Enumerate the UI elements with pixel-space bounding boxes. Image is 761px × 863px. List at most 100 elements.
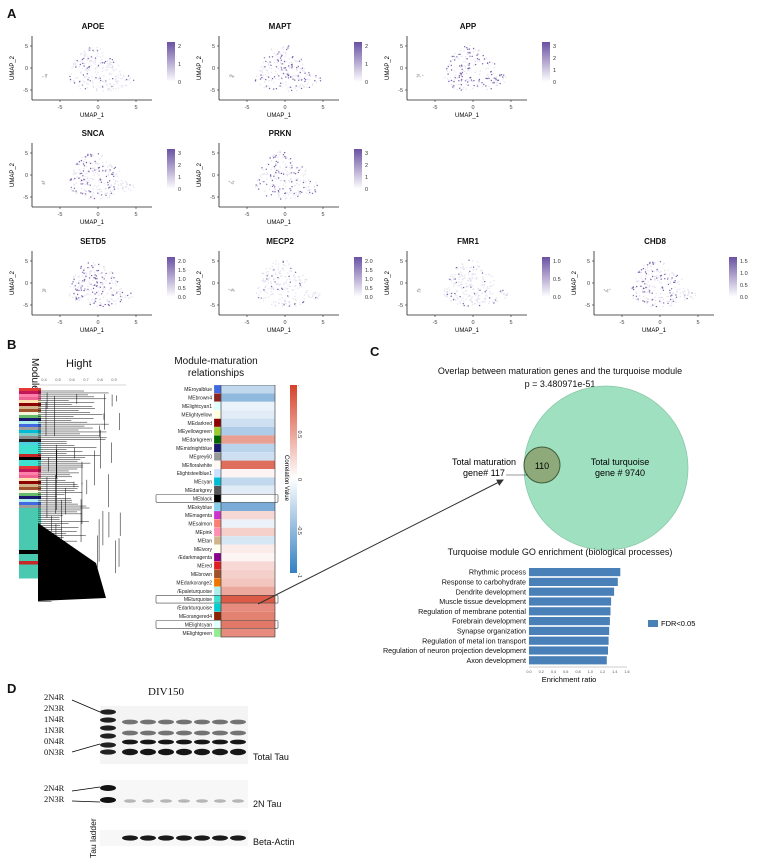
svg-text:2: 2 — [178, 163, 181, 169]
svg-text:0.8: 0.8 — [575, 670, 580, 674]
svg-text:MEmidnightblue: MEmidnightblue — [176, 446, 212, 452]
go-bar — [529, 587, 615, 596]
svg-text:UMAP_1: UMAP_1 — [267, 328, 292, 334]
svg-text:0: 0 — [178, 187, 181, 193]
svg-text:-5: -5 — [210, 195, 215, 201]
module-color-column: Module — [8, 358, 48, 598]
svg-text:0: 0 — [365, 187, 368, 193]
svg-text:5: 5 — [25, 44, 28, 50]
umap-scatter: 5 0 -5 -5 0 5 UMAP_1 UMAP_2 — [385, 251, 527, 334]
svg-text:1: 1 — [178, 62, 181, 68]
overlap-count: 110 — [535, 461, 549, 471]
go-bar — [529, 607, 611, 616]
gene-title: CHD8 — [644, 237, 666, 246]
blot-title: DIV150 — [148, 686, 185, 698]
svg-text:MEdarkorange2: MEdarkorange2 — [176, 580, 212, 586]
svg-text:0: 0 — [212, 66, 215, 72]
expression-colorbar: 2 1 0 — [354, 42, 368, 86]
svg-text:5: 5 — [212, 259, 215, 265]
svg-text:5: 5 — [212, 151, 215, 157]
svg-text:5: 5 — [587, 259, 590, 265]
svg-text:0.9: 0.9 — [111, 377, 117, 382]
svg-text:MEdarkgrey: MEdarkgrey — [185, 488, 212, 494]
go-bar — [529, 568, 621, 577]
gene-title: APP — [459, 22, 477, 31]
go-bar — [529, 636, 609, 645]
tau-ladder-label: Tau ladder — [88, 818, 98, 858]
venn-pvalue: p = 3.480971e-51 — [524, 379, 596, 389]
svg-text:1.6: 1.6 — [624, 670, 629, 674]
svg-text:-5: -5 — [585, 303, 590, 309]
svg-text:0.2: 0.2 — [539, 670, 544, 674]
svg-text:-5: -5 — [58, 212, 63, 218]
svg-text:MEpink: MEpink — [195, 530, 212, 536]
heatmap-title: Module-maturation relationships — [146, 356, 286, 380]
svg-text:5: 5 — [134, 320, 137, 326]
go-bar — [529, 656, 607, 665]
umap-scatter: 5 0 -5 -5 0 5 UMAP_1 UMAP_2 — [197, 36, 339, 119]
svg-text:0.0: 0.0 — [365, 295, 373, 301]
svg-text:MEbrown: MEbrown — [191, 572, 212, 578]
svg-text:0: 0 — [471, 320, 474, 326]
module-trait-heatmap: MEroyalblueMEbrown4MElightcyan1MElightye… — [155, 385, 302, 638]
svg-text:1: 1 — [365, 175, 368, 181]
go-term-label: Regulation of metal ion transport — [422, 636, 526, 645]
svg-text:MEmagenta: MEmagenta — [185, 513, 212, 519]
svg-text:0.5: 0.5 — [553, 277, 561, 283]
go-legend: FDR<0.05 — [661, 619, 695, 628]
svg-text:2.0: 2.0 — [365, 259, 373, 265]
svg-text:3: 3 — [553, 44, 556, 50]
expression-colorbar: 1.5 1.0 0.5 0.0 — [729, 257, 748, 301]
svg-text:UMAP_2: UMAP_2 — [10, 162, 16, 187]
expression-colorbar: 3 2 1 0 — [167, 149, 181, 193]
svg-text:UMAP_1: UMAP_1 — [455, 328, 480, 334]
svg-text:0: 0 — [283, 105, 286, 111]
ladder-isoform-label: 0N4R — [44, 736, 65, 746]
svg-text:UMAP_1: UMAP_1 — [455, 113, 480, 119]
svg-text:1: 1 — [553, 68, 556, 74]
umap-plot-snca: SNCA 5 0 -5 -5 0 5 UMAP_1 UMAP_2 3 2 1 0 — [8, 125, 188, 227]
svg-text:1: 1 — [365, 62, 368, 68]
umap-plot-prkn: PRKN 5 0 -5 -5 0 5 UMAP_1 UMAP_2 3 2 1 0 — [195, 125, 375, 227]
svg-text:5: 5 — [321, 105, 324, 111]
expression-colorbar: 1.0 0.5 0.0 — [542, 257, 561, 301]
umap-scatter: 5 0 -5 -5 0 5 UMAP_1 UMAP_2 — [10, 36, 152, 119]
umap-plot-mapt: MAPT 5 0 -5 -5 0 5 UMAP_1 UMAP_2 2 1 0 — [195, 18, 375, 120]
svg-text:2: 2 — [178, 44, 181, 50]
svg-text:5: 5 — [696, 320, 699, 326]
svg-text:0: 0 — [178, 80, 181, 86]
ladder-isoform-label: 1N3R — [44, 725, 65, 735]
svg-text:0: 0 — [296, 478, 302, 481]
svg-text:2.0: 2.0 — [178, 259, 186, 265]
svg-text:0: 0 — [283, 212, 286, 218]
umap-plot-fmr1: FMR1 5 0 -5 -5 0 5 UMAP_1 UMAP_2 1.0 0.5 0.0 — [383, 233, 563, 335]
svg-text:1.0: 1.0 — [365, 277, 373, 283]
gene-title: PRKN — [268, 129, 292, 138]
svg-text:UMAP_1: UMAP_1 — [80, 220, 105, 226]
ladder-isoform-label: 2N3R — [44, 703, 65, 713]
svg-text:-5: -5 — [23, 303, 28, 309]
svg-text:UMAP_1: UMAP_1 — [267, 220, 292, 226]
svg-text:0.0: 0.0 — [178, 295, 186, 301]
total-tau-label: Total Tau — [253, 752, 289, 762]
svg-text:0: 0 — [400, 66, 403, 72]
ladder-isoform-label: 2N4R — [44, 692, 65, 702]
go-term-label: Synapse organization — [457, 627, 526, 636]
svg-text:1.2: 1.2 — [600, 670, 605, 674]
svg-text:0.4: 0.4 — [551, 670, 556, 674]
svg-text:-5: -5 — [398, 303, 403, 309]
expression-colorbar: 2.0 1.5 1.0 0.5 0.0 — [354, 257, 373, 301]
svg-text:1.5: 1.5 — [178, 268, 186, 274]
venn-title: Overlap between maturation genes and the… — [437, 366, 683, 376]
svg-text:MElightgreen: MElightgreen — [183, 631, 213, 637]
svg-text:UMAP_1: UMAP_1 — [642, 328, 667, 334]
svg-text:/Edarkmagenta: /Edarkmagenta — [178, 555, 212, 561]
heatmap-title-line1: Module-maturation — [174, 356, 258, 367]
svg-text:1.0: 1.0 — [178, 277, 186, 283]
svg-text:UMAP_2: UMAP_2 — [10, 55, 16, 80]
expression-colorbar: 3 2 1 0 — [542, 42, 556, 86]
svg-text:MElightyellow: MElightyellow — [181, 412, 212, 418]
svg-text:-5: -5 — [433, 320, 438, 326]
svg-text:0.5: 0.5 — [178, 286, 186, 292]
